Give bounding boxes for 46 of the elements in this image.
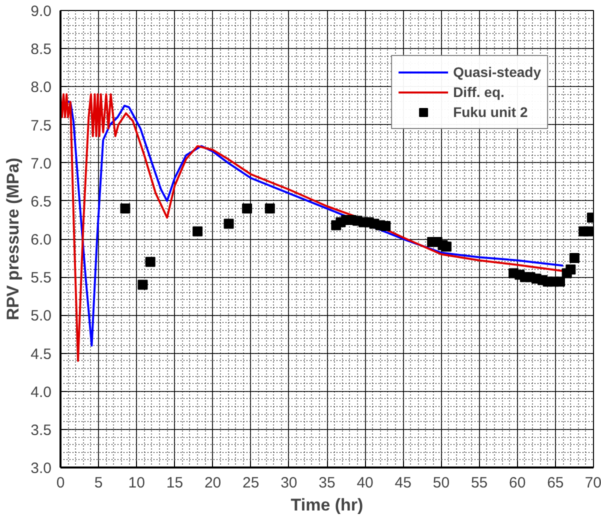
y-tick-label: 8.5 bbox=[30, 41, 52, 58]
y-tick-label: 5.0 bbox=[30, 308, 52, 325]
x-tick-label: 55 bbox=[470, 474, 488, 492]
x-axis-title: Time (hr) bbox=[290, 496, 364, 514]
y-axis-title: RPV pressure (MPa) bbox=[4, 158, 23, 320]
x-tick-label: 50 bbox=[432, 474, 450, 492]
point bbox=[192, 226, 203, 236]
x-tick-label: 0 bbox=[56, 474, 65, 492]
x-tick-label: 65 bbox=[547, 474, 564, 492]
point bbox=[442, 242, 452, 252]
point bbox=[145, 256, 156, 267]
point bbox=[583, 226, 594, 236]
point bbox=[138, 280, 148, 290]
x-tick-label: 70 bbox=[584, 474, 601, 492]
point bbox=[224, 218, 234, 229]
x-tick-label: 20 bbox=[204, 474, 222, 492]
legend-label: Quasi-steady bbox=[453, 64, 541, 80]
y-tick-label: 6.0 bbox=[30, 232, 52, 248]
point bbox=[380, 221, 391, 232]
point bbox=[242, 204, 252, 214]
y-tick-label: 3.5 bbox=[30, 422, 52, 439]
y-tick-label: 5.5 bbox=[30, 270, 52, 287]
x-tick-label: 40 bbox=[356, 474, 374, 492]
x-tick-label: 15 bbox=[166, 474, 184, 492]
y-tick-label: 4.0 bbox=[30, 384, 52, 401]
x-tick-label: 60 bbox=[509, 474, 526, 492]
x-tick-label: 30 bbox=[280, 474, 298, 492]
point bbox=[566, 264, 576, 274]
point bbox=[120, 204, 130, 214]
x-tick-label: 45 bbox=[394, 474, 412, 492]
y-tick-label: 9.0 bbox=[30, 3, 52, 20]
y-tick-label: 6.5 bbox=[30, 193, 52, 210]
point bbox=[569, 253, 580, 264]
y-tick-label: 7.5 bbox=[30, 117, 52, 134]
x-tick-label: 25 bbox=[242, 474, 260, 492]
x-tick-label: 10 bbox=[128, 474, 145, 492]
x-tick-label: 5 bbox=[94, 474, 103, 492]
point bbox=[264, 204, 275, 214]
y-tick-label: 3.0 bbox=[30, 460, 52, 477]
x-tick-label: 35 bbox=[318, 474, 336, 492]
y-tick-label: 8.0 bbox=[30, 79, 52, 96]
y-tick-label: 7.0 bbox=[30, 155, 52, 172]
legend-label: Diff. eq. bbox=[453, 84, 504, 100]
legend-label: Fuku unit 2 bbox=[453, 104, 528, 120]
y-tick-label: 4.5 bbox=[30, 346, 52, 363]
point bbox=[554, 276, 565, 287]
